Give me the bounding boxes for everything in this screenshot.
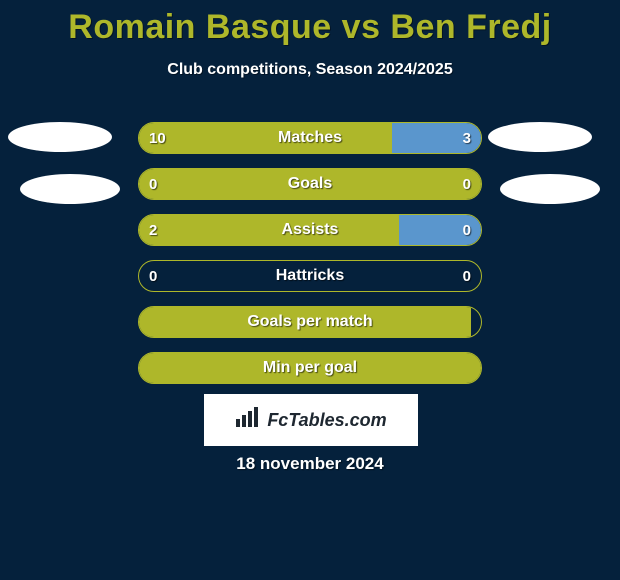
bar-label: Goals — [139, 169, 481, 199]
bar-label: Goals per match — [139, 307, 481, 337]
bar-track: Goals0 0 — [138, 168, 482, 200]
bar-track: Goals per match — [138, 306, 482, 338]
bar-label: Hattricks — [139, 261, 481, 291]
page-title: Romain Basque vs Ben Fredj — [0, 0, 620, 47]
comparison-chart: Matches103Goals00Assists20Hattricks00Goa… — [0, 122, 620, 398]
bar-label: Assists — [139, 215, 481, 245]
date-label: 18 november 2024 — [0, 454, 620, 474]
value-right: 0 — [463, 215, 471, 245]
stat-row: Matches10 3 — [0, 122, 620, 154]
value-right: 0 — [463, 261, 471, 291]
bar-track: Assists2 0 — [138, 214, 482, 246]
value-left: 2 — [149, 215, 157, 245]
bar-label: Min per goal — [139, 353, 481, 383]
page-subtitle: Club competitions, Season 2024/2025 — [0, 61, 620, 79]
value-left: 10 — [149, 123, 166, 153]
stat-row: Assists2 0 — [0, 214, 620, 246]
stat-row: Min per goal — [0, 352, 620, 384]
stat-row: Goals0 0 — [0, 168, 620, 200]
value-left: 0 — [149, 169, 157, 199]
fctables-badge: FcTables.com — [204, 394, 418, 446]
bar-track: Hattricks0 0 — [138, 260, 482, 292]
bar-label: Matches — [139, 123, 481, 153]
stat-row: Goals per match — [0, 306, 620, 338]
value-right: 0 — [463, 169, 471, 199]
value-left: 0 — [149, 261, 157, 291]
value-right: 3 — [463, 123, 471, 153]
bar-track: Min per goal — [138, 352, 482, 384]
stat-row: Hattricks0 0 — [0, 260, 620, 292]
badge-text: FcTables.com — [267, 410, 386, 431]
chart-icon — [235, 407, 261, 434]
bar-track: Matches10 3 — [138, 122, 482, 154]
